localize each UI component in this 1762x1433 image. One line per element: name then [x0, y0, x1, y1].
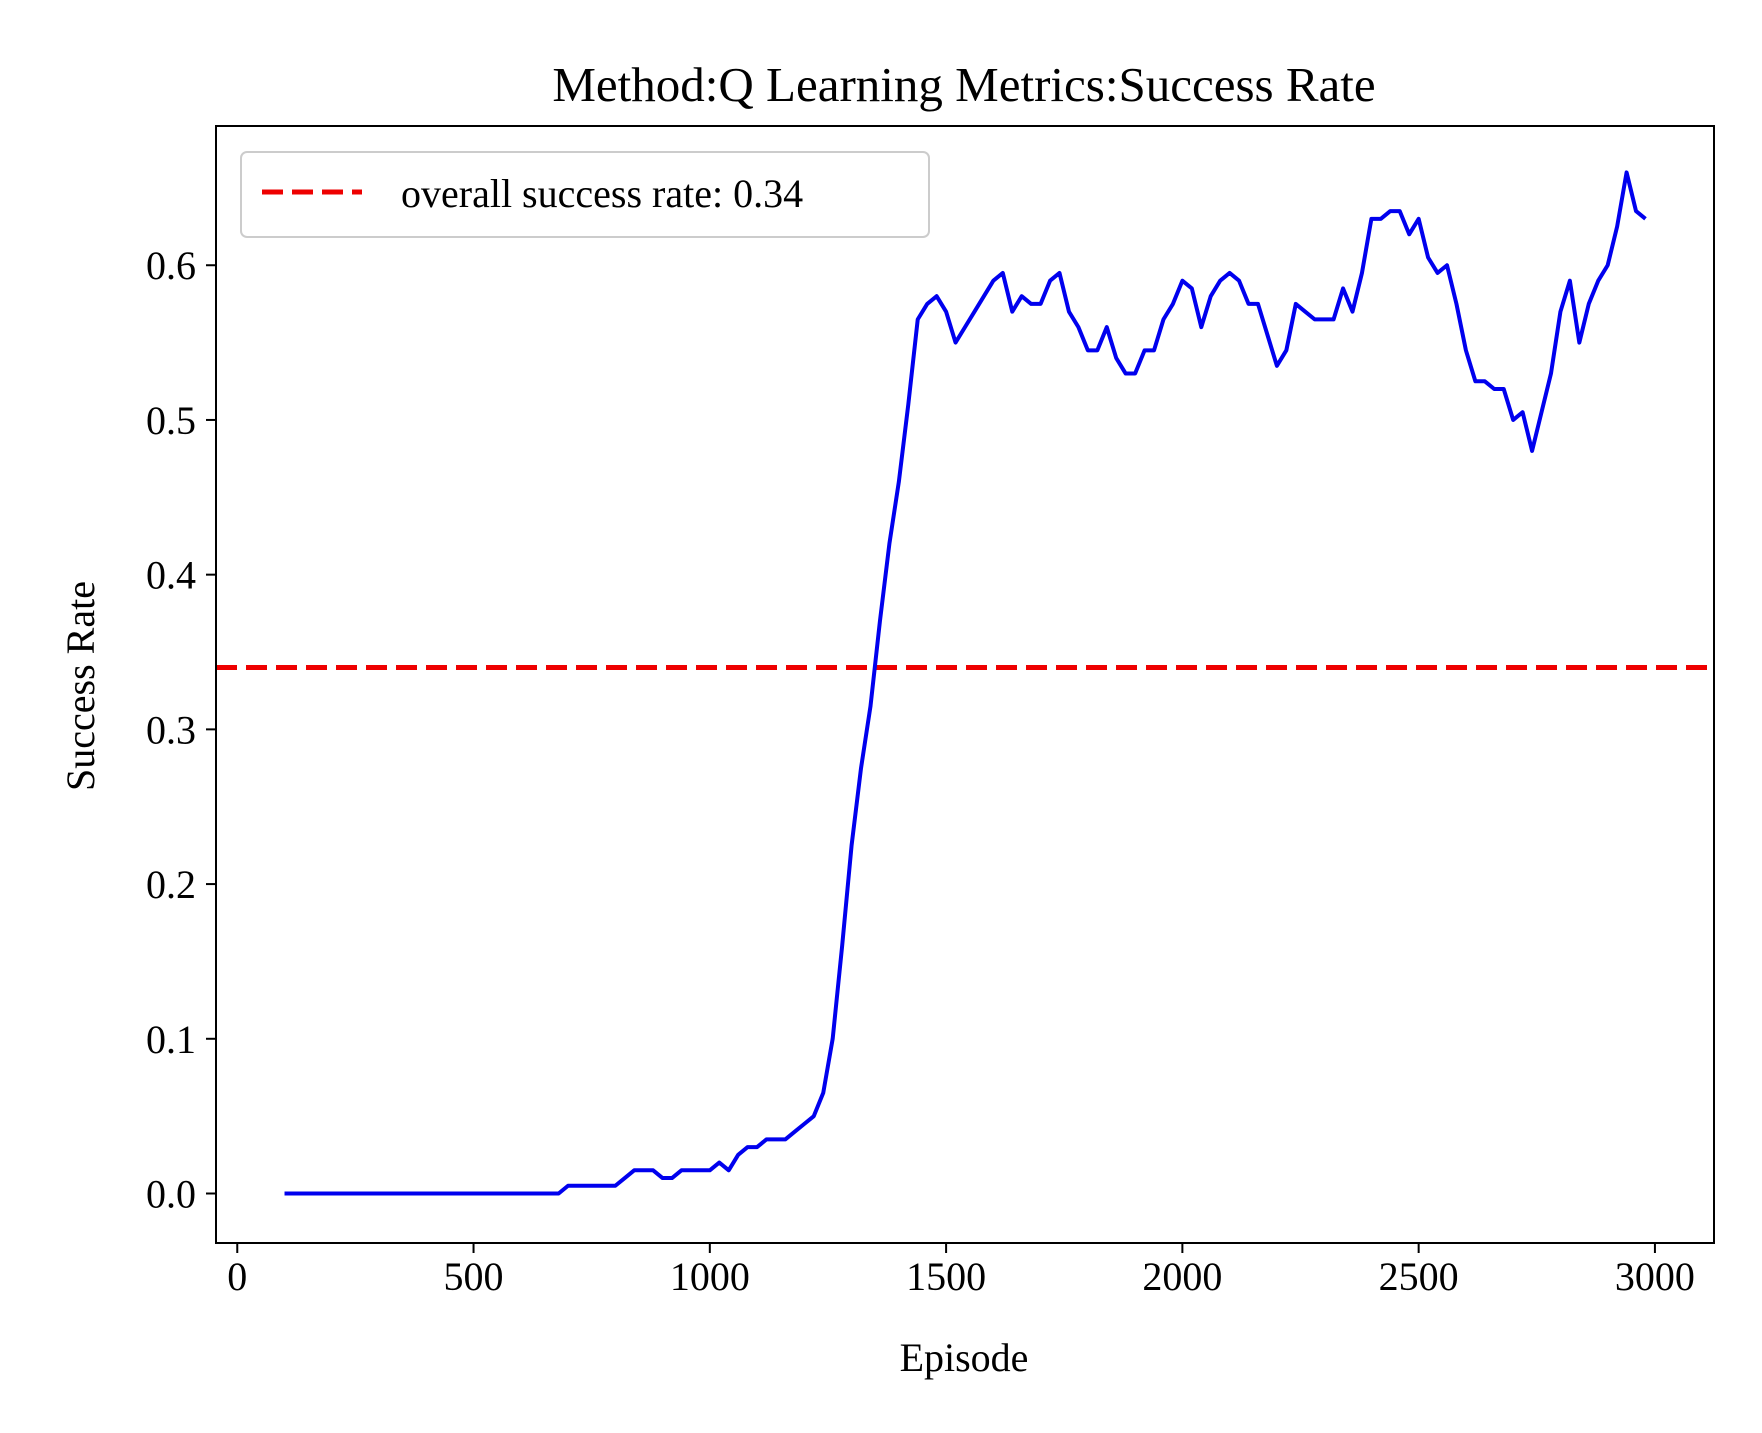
x-tick-label: 2500: [1379, 1254, 1459, 1299]
y-tick-label: 0.0: [146, 1171, 196, 1216]
x-tick-label: 2000: [1142, 1254, 1222, 1299]
y-tick-label: 0.5: [146, 398, 196, 443]
plot-data-layer: [216, 170, 1714, 1196]
x-tick-label: 500: [444, 1254, 504, 1299]
x-tick-label: 3000: [1615, 1254, 1695, 1299]
y-tick-label: 0.2: [146, 862, 196, 907]
y-axis-label: Success Rate: [58, 581, 103, 791]
legend: overall success rate: 0.34: [240, 151, 930, 238]
axes-layer: 0 500 1000 1500 2000 2500 3000 0.0 0.1 0.2 0.3 0.4 0…: [146, 243, 1695, 1299]
series-line: [284, 170, 1647, 1196]
chart-title: Method:Q Learning Metrics:Success Rate: [552, 57, 1375, 112]
legend-label-overall-success-rate: overall success rate: 0.34: [401, 171, 803, 216]
x-tick-label: 1000: [670, 1254, 750, 1299]
x-axis-label: Episode: [900, 1335, 1029, 1380]
y-tick-label: 0.4: [146, 553, 196, 598]
y-tick-label: 0.6: [146, 243, 196, 288]
series-0: [284, 170, 1647, 1196]
x-tick-label: 0: [227, 1254, 247, 1299]
x-tick-label: 1500: [906, 1254, 986, 1299]
y-tick-label: 0.3: [146, 707, 196, 752]
legend-box: [240, 151, 930, 238]
y-tick-label: 0.1: [146, 1017, 196, 1062]
plot-area-frame: [215, 125, 1715, 1244]
